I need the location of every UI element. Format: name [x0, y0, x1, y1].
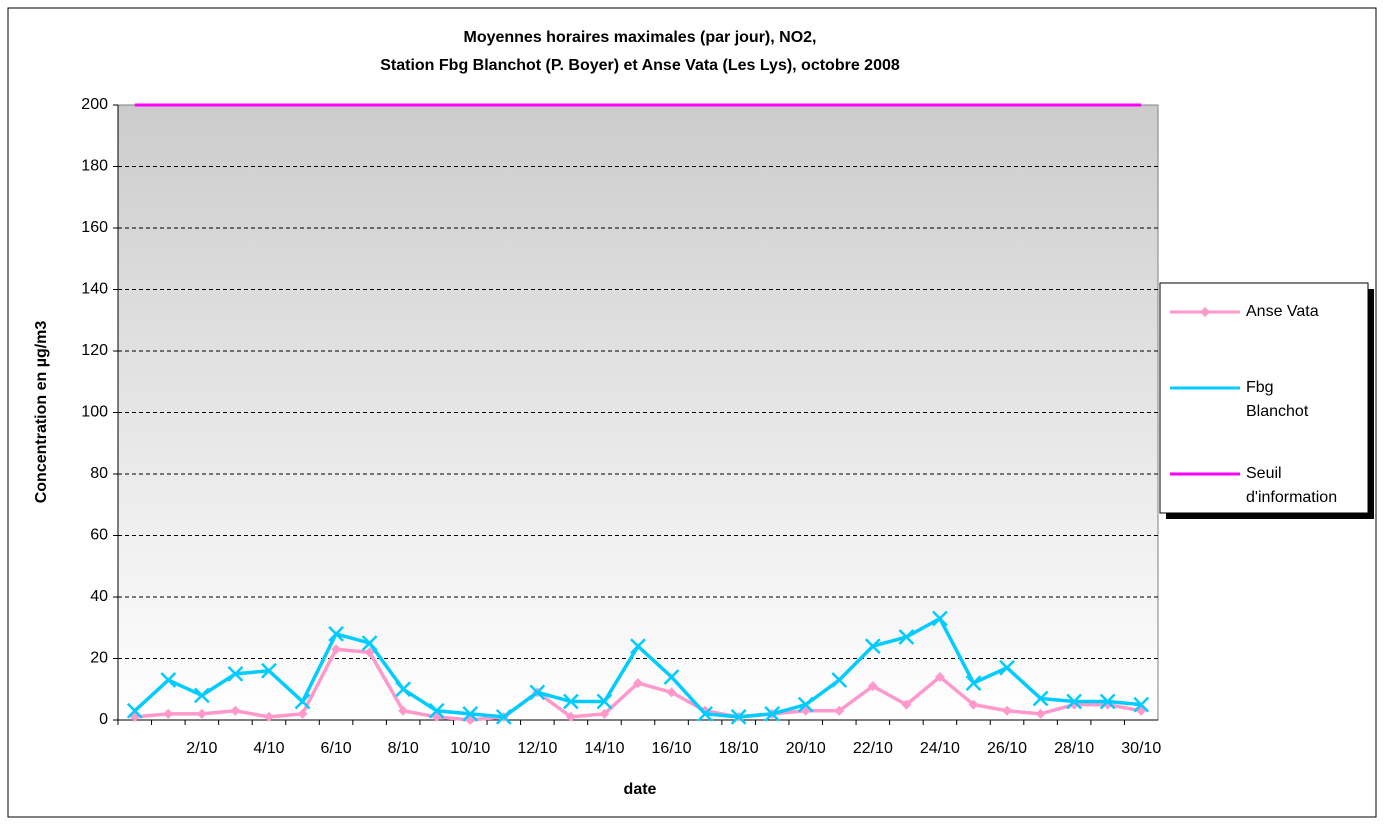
marker — [831, 672, 848, 688]
marker — [297, 708, 308, 719]
marker — [565, 711, 576, 722]
y-tick-label: 100 — [81, 404, 108, 421]
marker — [663, 669, 680, 685]
marker — [599, 708, 610, 719]
x-tick-label: 10/10 — [450, 740, 490, 757]
marker — [261, 662, 277, 679]
y-axis-label: Concentration en µg/m3 — [33, 321, 50, 504]
x-tick-label: 4/10 — [253, 740, 284, 757]
marker — [596, 693, 613, 710]
marker — [126, 702, 143, 719]
marker — [361, 635, 378, 652]
y-tick-label: 40 — [90, 588, 108, 605]
marker — [428, 702, 445, 719]
marker — [193, 687, 210, 704]
marker — [999, 659, 1015, 676]
chart-title: Moyennes horaires maximales (par jour), … — [463, 29, 816, 46]
marker — [697, 705, 713, 722]
y-tick-label: 200 — [81, 96, 108, 113]
marker — [666, 687, 677, 698]
marker — [864, 638, 881, 655]
x-tick-label: 2/10 — [186, 740, 217, 757]
legend-marker — [1200, 307, 1210, 317]
y-tick-label: 60 — [90, 527, 108, 544]
marker — [529, 684, 546, 701]
marker — [563, 693, 579, 710]
marker — [867, 681, 878, 692]
marker — [364, 647, 375, 658]
marker — [398, 705, 409, 716]
marker — [395, 681, 412, 698]
marker — [160, 672, 177, 688]
marker — [163, 708, 174, 719]
marker — [328, 626, 344, 642]
x-axis-label: date — [624, 781, 657, 798]
marker — [932, 610, 948, 627]
x-tick-label: 6/10 — [320, 740, 351, 757]
x-tick-label: 12/10 — [517, 740, 557, 757]
x-tick-label: 18/10 — [719, 740, 759, 757]
marker — [227, 665, 244, 682]
x-tick-label: 24/10 — [920, 740, 960, 757]
marker — [1032, 690, 1049, 707]
y-tick-label: 180 — [81, 158, 108, 175]
x-tick-label: 22/10 — [853, 740, 893, 757]
marker — [462, 705, 479, 722]
x-tick-label: 28/10 — [1054, 740, 1094, 757]
marker — [968, 699, 979, 710]
marker — [1002, 705, 1013, 716]
x-tick-label: 30/10 — [1121, 740, 1161, 757]
marker — [1099, 693, 1116, 710]
marker — [633, 678, 643, 689]
marker — [797, 696, 814, 713]
marker — [934, 671, 945, 682]
x-tick-label: 8/10 — [388, 740, 419, 757]
marker — [764, 705, 781, 722]
marker — [898, 629, 915, 645]
x-tick-label: 16/10 — [652, 740, 692, 757]
marker — [965, 675, 982, 691]
y-tick-label: 80 — [90, 465, 108, 482]
y-tick-label: 160 — [81, 219, 108, 236]
y-tick-label: 0 — [99, 711, 108, 728]
x-tick-label: 14/10 — [584, 740, 624, 757]
marker — [331, 644, 342, 655]
marker — [1133, 696, 1150, 713]
legend-label: Seuil d'information — [1246, 465, 1337, 506]
y-tick-label: 140 — [81, 281, 108, 298]
marker — [196, 708, 207, 719]
marker — [263, 711, 274, 722]
y-tick-label: 120 — [81, 342, 108, 359]
y-tick-label: 20 — [90, 650, 108, 667]
marker — [1066, 693, 1083, 710]
marker — [834, 705, 845, 716]
marker — [495, 709, 512, 725]
chart-title: Station Fbg Blanchot (P. Boyer) et Anse … — [380, 57, 900, 74]
legend-label: Fbg Blanchot — [1246, 379, 1309, 420]
x-tick-label: 20/10 — [786, 740, 826, 757]
marker — [230, 705, 241, 716]
legend-label: Anse Vata — [1246, 303, 1319, 320]
x-tick-label: 26/10 — [987, 740, 1027, 757]
marker — [630, 638, 646, 655]
marker — [294, 693, 311, 710]
marker — [901, 699, 912, 710]
marker — [1035, 708, 1046, 719]
marker — [730, 709, 747, 725]
